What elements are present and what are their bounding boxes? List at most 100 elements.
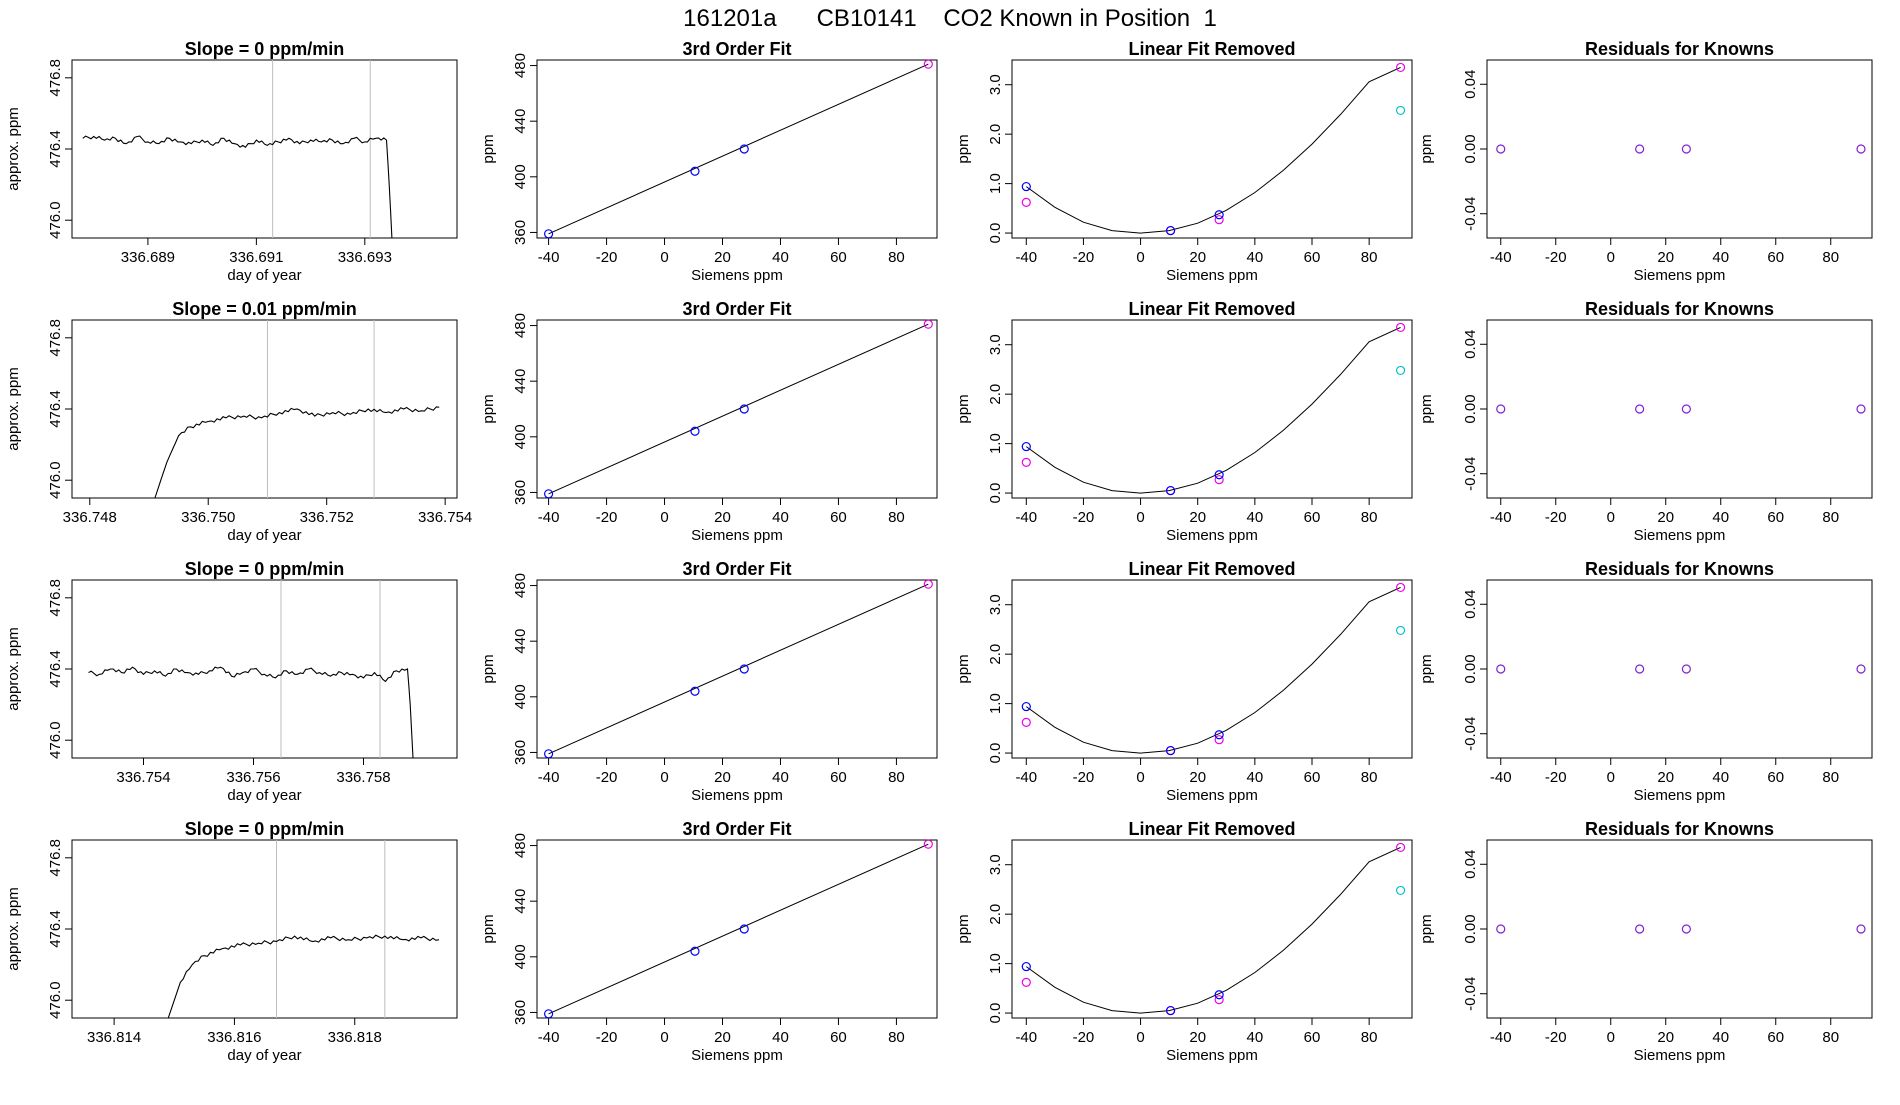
panel-title-r3c1: Slope = 0 ppm/min: [185, 559, 345, 579]
x-tick-label-r3c4-3: 20: [1657, 769, 1674, 786]
x-axis-label-r1c4: Siemens ppm: [1634, 267, 1726, 284]
plot-frame-r1c3: [1011, 59, 1413, 239]
y-tick-label-r4c1-0: 476.0: [47, 981, 64, 1019]
data-point-r4c2-1: [690, 946, 700, 956]
time-series-trace-r3c1: [88, 666, 414, 759]
x-tick-label-r4c2-5: 60: [830, 1029, 847, 1046]
data-point-r3c2-2: [739, 664, 749, 674]
x-tick-label-r1c4-6: 80: [1822, 249, 1839, 266]
x-tick-label-r3c4-2: 0: [1607, 769, 1615, 786]
y-tick-label-r2c4-1: 0.00: [1462, 394, 1479, 423]
y-axis-label-r1c2: ppm: [480, 134, 497, 163]
y-tick-label-r4c4-0: -0.04: [1462, 977, 1479, 1011]
residual-point-r3c4-2: [1681, 664, 1691, 674]
x-tick-label-r4c3-2: 0: [1136, 1029, 1144, 1046]
primary-point-r1c3-0: [1021, 181, 1031, 192]
x-tick-label-r3c2-0: -40: [538, 769, 560, 786]
y-tick-label-r3c4-2: 0.04: [1462, 590, 1479, 619]
x-tick-label-r3c4-1: -20: [1545, 769, 1567, 786]
residual-point-r2c4-1: [1635, 404, 1645, 414]
fit-line-r1c2: [548, 63, 929, 235]
y-tick-label-r4c2-1: 400: [512, 944, 529, 969]
cyan-point-r1c3-0: [1395, 105, 1406, 116]
y-axis-label-r4c4: ppm: [1418, 914, 1435, 943]
data-point-r4c2-2: [739, 924, 749, 934]
x-tick-label-r3c1-0: 336.754: [116, 769, 170, 786]
fit-line-r2c2: [548, 323, 929, 495]
cyan-point-r3c3-0: [1395, 625, 1406, 636]
x-axis-label-r1c1: day of year: [227, 267, 301, 284]
x-tick-label-r1c2-5: 60: [830, 249, 847, 266]
y-tick-label-r2c4-0: -0.04: [1462, 457, 1479, 491]
x-tick-label-r2c4-1: -20: [1545, 509, 1567, 526]
x-tick-label-r3c3-3: 20: [1189, 769, 1206, 786]
y-tick-label-r1c1-1: 476.4: [47, 130, 64, 168]
y-tick-label-r2c2-2: 440: [512, 369, 529, 394]
x-tick-label-r2c1-1: 336.750: [181, 509, 235, 526]
x-tick-label-r3c3-6: 80: [1361, 769, 1378, 786]
x-tick-label-r1c1-0: 336.689: [121, 249, 175, 266]
x-tick-label-r2c4-5: 60: [1767, 509, 1784, 526]
y-tick-label-r4c2-0: 360: [512, 1000, 529, 1025]
residual-curve-r3c3: [1026, 586, 1401, 754]
panel-title-r2c3: Linear Fit Removed: [1128, 299, 1295, 319]
x-tick-label-r4c4-6: 80: [1822, 1029, 1839, 1046]
x-tick-label-r1c2-0: -40: [538, 249, 560, 266]
residual-point-r3c4-1: [1635, 664, 1645, 674]
plot-frame-r3c3: [1011, 579, 1413, 759]
cyan-point-r2c3-0: [1395, 365, 1406, 376]
x-tick-label-r1c3-4: 40: [1247, 249, 1264, 266]
x-tick-label-r2c3-2: 0: [1136, 509, 1144, 526]
x-tick-label-r3c3-0: -40: [1015, 769, 1037, 786]
x-tick-label-r2c2-2: 0: [660, 509, 668, 526]
x-axis-label-r2c2: Siemens ppm: [691, 527, 783, 544]
x-tick-label-r1c2-1: -20: [596, 249, 618, 266]
secondary-point-r1c3-3: [1395, 62, 1406, 73]
secondary-point-r2c3-2: [1214, 475, 1224, 485]
x-tick-label-r4c2-6: 80: [888, 1029, 905, 1046]
y-tick-label-r2c2-3: 480: [512, 313, 529, 338]
panel-title-r2c4: Residuals for Knowns: [1585, 299, 1774, 319]
residual-point-r2c4-0: [1496, 404, 1506, 414]
residual-curve-r1c3: [1026, 66, 1401, 234]
y-tick-label-r4c2-3: 480: [512, 833, 529, 858]
residual-curve-r2c3: [1026, 326, 1401, 494]
y-tick-label-r3c4-1: 0.00: [1462, 654, 1479, 683]
panel-title-r1c1: Slope = 0 ppm/min: [185, 39, 345, 59]
primary-point-r3c3-0: [1021, 701, 1031, 712]
time-series-trace-r2c1: [154, 406, 440, 499]
data-point-r1c2-2: [739, 144, 749, 154]
y-tick-label-r4c3-2: 2.0: [987, 904, 1004, 925]
y-tick-label-r2c2-1: 400: [512, 424, 529, 449]
y-tick-label-r1c3-0: 0.0: [987, 223, 1004, 244]
secondary-point-r1c3-2: [1214, 215, 1224, 225]
y-tick-label-r2c1-1: 476.4: [47, 390, 64, 428]
x-axis-label-r4c3: Siemens ppm: [1166, 1047, 1258, 1064]
primary-point-r1c3-2: [1214, 210, 1224, 220]
residual-point-r1c4-3: [1856, 144, 1866, 154]
x-tick-label-r3c3-1: -20: [1073, 769, 1095, 786]
y-tick-label-r2c3-3: 3.0: [987, 334, 1004, 355]
x-tick-label-r1c4-0: -40: [1490, 249, 1512, 266]
x-tick-label-r2c3-3: 20: [1189, 509, 1206, 526]
x-tick-label-r1c2-6: 80: [888, 249, 905, 266]
residual-point-r4c4-0: [1496, 924, 1506, 934]
primary-point-r2c3-1: [1165, 485, 1176, 496]
page-title: 161201a CB10141 CO2 Known in Position 1: [683, 5, 1217, 32]
x-tick-label-r2c2-0: -40: [538, 509, 560, 526]
x-tick-label-r3c2-3: 20: [714, 769, 731, 786]
y-tick-label-r4c3-1: 1.0: [987, 953, 1004, 974]
y-tick-label-r3c1-0: 476.0: [47, 721, 64, 759]
y-tick-label-r4c2-2: 440: [512, 889, 529, 914]
x-tick-label-r2c2-1: -20: [596, 509, 618, 526]
panel-title-r1c3: Linear Fit Removed: [1128, 39, 1295, 59]
y-tick-label-r2c1-2: 476.8: [47, 319, 64, 357]
y-tick-label-r3c4-0: -0.04: [1462, 717, 1479, 751]
data-point-r4c2-0: [543, 1009, 554, 1019]
data-point-r2c2-0: [543, 489, 554, 499]
x-tick-label-r4c4-4: 40: [1712, 1029, 1729, 1046]
primary-point-r2c3-2: [1214, 470, 1224, 480]
secondary-point-r2c3-0: [1021, 457, 1031, 467]
secondary-point-r3c3-2: [1214, 735, 1224, 745]
